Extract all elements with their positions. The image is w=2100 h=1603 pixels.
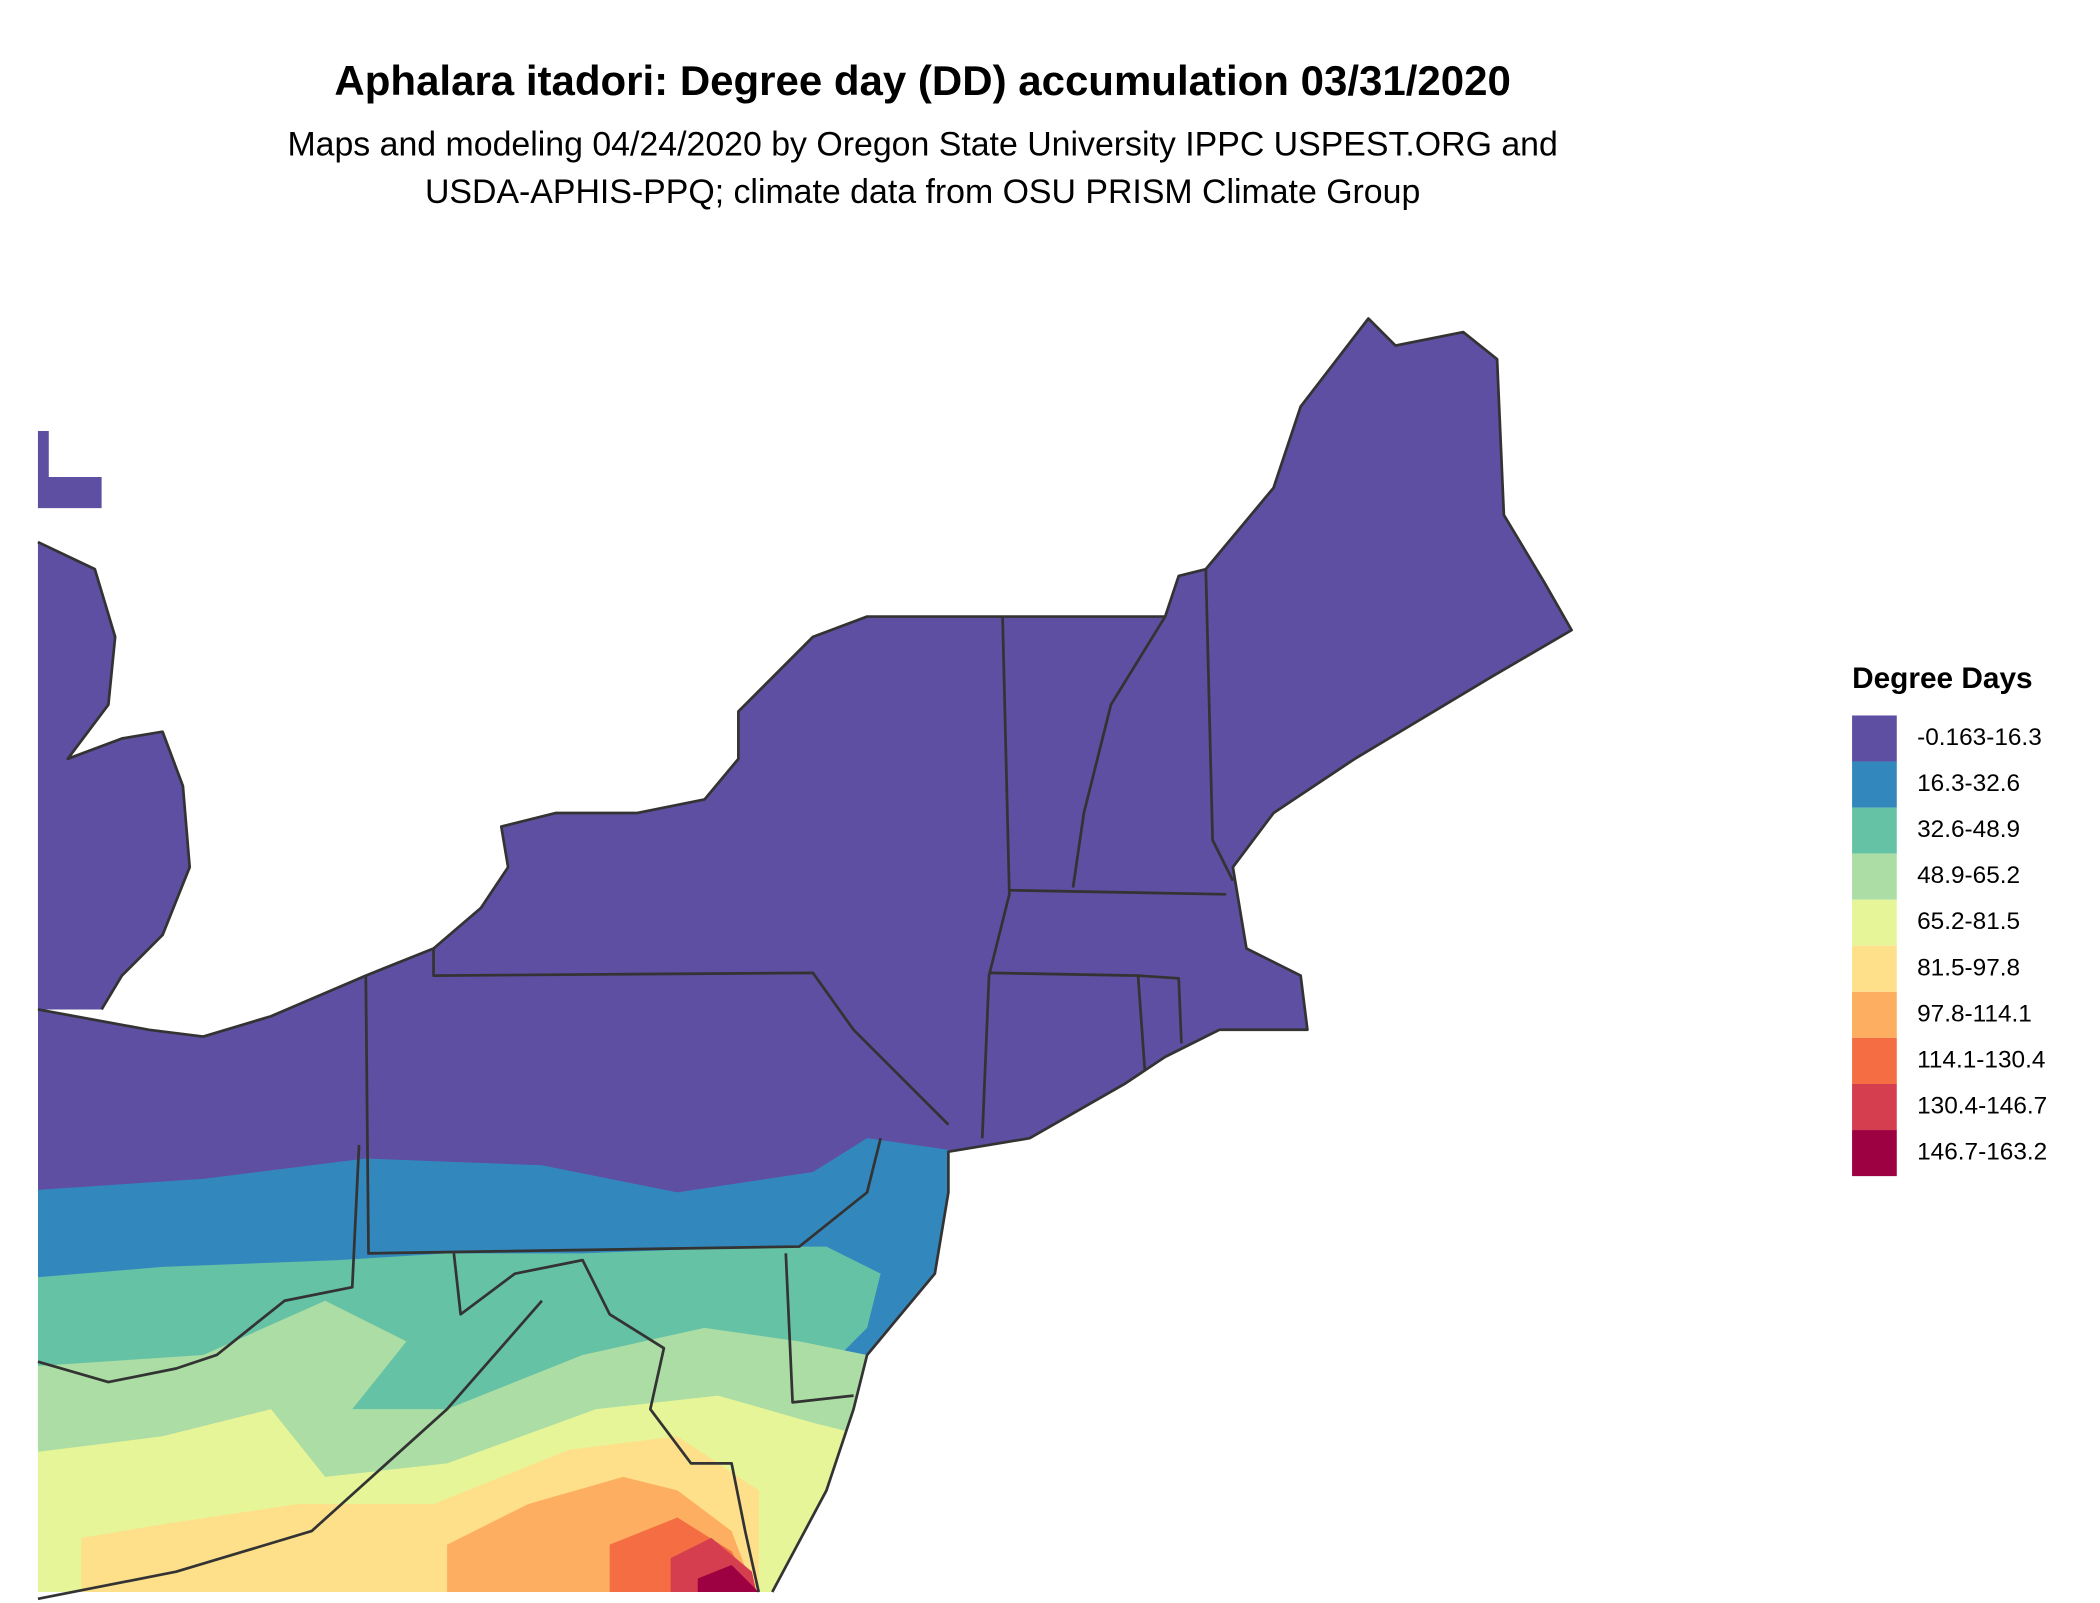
de-va-borders <box>37 1253 854 1601</box>
legend-swatch <box>1852 853 1897 900</box>
legend-label: 48.9-65.2 <box>1917 862 2020 889</box>
land <box>37 318 1572 1593</box>
subtitle: Maps and modeling 04/24/2020 by Oregon S… <box>287 125 1557 163</box>
ny-pa-border <box>432 948 950 1126</box>
legend-swatch <box>1852 991 1897 1038</box>
legend-label: 130.4-146.7 <box>1917 1092 2047 1119</box>
subtitle: USDA-APHIS-PPQ; climate data from OSU PR… <box>425 173 1420 211</box>
zone <box>697 1564 759 1593</box>
legend-label: 81.5-97.8 <box>1917 954 2020 981</box>
legend-swatch <box>1852 1130 1897 1177</box>
state-borders <box>37 317 1573 1601</box>
legend-swatch <box>1852 715 1897 762</box>
legend-swatch <box>1852 899 1897 946</box>
legend-label: 114.1-130.4 <box>1917 1046 2045 1073</box>
legend-label: 32.6-48.9 <box>1917 816 2020 843</box>
legend-label: 65.2-81.5 <box>1917 908 2020 935</box>
legend-swatch <box>1852 1037 1897 1084</box>
map <box>37 317 1573 1601</box>
legend-title: Degree Days <box>1852 662 2033 695</box>
coastline <box>37 540 192 1011</box>
ny-east-border <box>980 616 1011 1139</box>
upper-peninsula-region <box>37 430 102 509</box>
legend: Degree Days -0.163-16.3 16.3-32.6 32.6-48.… <box>1852 662 2047 1177</box>
pa-border <box>364 975 882 1255</box>
michigan-region <box>37 542 190 1010</box>
legend-label: -0.163-16.3 <box>1917 724 2042 751</box>
coastline <box>37 317 1573 1593</box>
legend-swatch <box>1852 807 1897 854</box>
md-wv-va-borders <box>37 1144 761 1593</box>
legend-swatch <box>1852 1083 1897 1131</box>
legend-label: 16.3-32.6 <box>1917 770 2020 797</box>
legend-swatch <box>1852 761 1897 808</box>
new-england-borders <box>1009 569 1235 896</box>
legend-label: 146.7-163.2 <box>1917 1139 2047 1166</box>
legend-swatch <box>1852 945 1897 992</box>
ct-ri-borders <box>989 971 1183 1071</box>
title: Aphalara itadori: Degree day (DD) accumu… <box>334 57 1510 104</box>
legend-label: 97.8-114.1 <box>1917 1000 2032 1027</box>
